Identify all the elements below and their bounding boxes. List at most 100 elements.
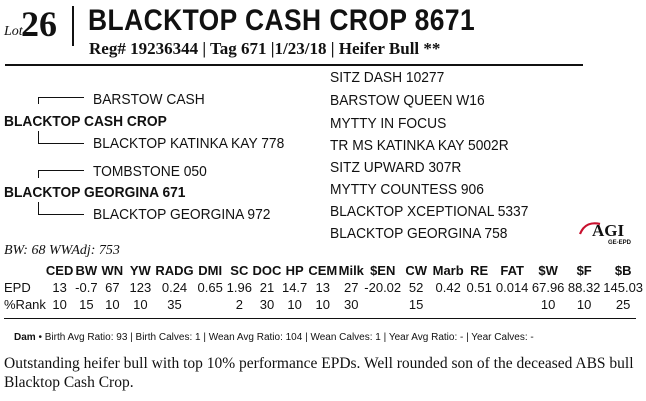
epd-column-header: Milk (338, 263, 364, 278)
epd-cell: 123 (129, 280, 152, 295)
epd-cell: 0.014 (495, 280, 529, 295)
epd-cell: 25 (615, 297, 631, 312)
epd-table: CED BW WN YW RADG DMI SC DOC HP CEM Milk $EN CW Marb R… (4, 262, 643, 313)
epd-cell: 10 (287, 297, 302, 312)
epd-column-header: Marb (432, 263, 464, 278)
epd-cell: 13 (315, 280, 331, 295)
epd-column-header: CEM (308, 263, 338, 278)
pedigree-connector (38, 97, 84, 98)
lot-number: 26 (21, 4, 57, 44)
third-gen-ancestor: MYTTY IN FOCUS (330, 115, 447, 132)
third-gen-ancestor: SITZ DASH 10277 (330, 69, 445, 86)
epd-body: EPD 13 -0.7 67 123 0.24 0.65 1.96 21 14.7 13 27 -20.… (4, 279, 643, 313)
epd-cell: 14.7 (281, 280, 308, 295)
epd-rule (4, 318, 636, 319)
epd-cell: 10 (540, 297, 556, 312)
dam-sire: TOMBSTONE 050 (93, 163, 207, 180)
sire: BLACKTOP CASH CROP (4, 113, 167, 130)
epd-cell: -0.7 (75, 280, 98, 295)
description: Outstanding heifer bull with top 10% per… (4, 355, 634, 391)
epd-column-header: BW (75, 263, 98, 278)
epd-column-header: WN (101, 263, 124, 278)
logo-text: AGI (592, 221, 625, 240)
epd-cell: 0.42 (435, 280, 461, 295)
logo-subtext: GE-EPD (608, 240, 632, 246)
sire-sire: BARSTOW CASH (93, 91, 205, 108)
epd-column-header: SC (230, 263, 249, 278)
pedigree-connector (38, 97, 39, 104)
dam-label: Dam (14, 332, 36, 343)
epd-cell: 21 (259, 280, 275, 295)
epd-cell: 27 (344, 280, 359, 295)
epd-cell: 2 (235, 297, 243, 312)
epd-row: EPD 13 -0.7 67 123 0.24 0.65 1.96 21 14.7 13 27 -20.… (4, 279, 643, 296)
epd-cell: 15 (79, 297, 94, 312)
epd-column-header: FAT (500, 263, 524, 278)
pedigree-connector (38, 202, 39, 214)
epd-cell: 10 (105, 297, 120, 312)
epd-column-header: HP (285, 263, 304, 278)
pedigree-connector (38, 131, 39, 143)
dam-performance-line: Dam • Birth Avg Ratio: 93 | Birth Calves… (14, 332, 534, 343)
epd-cell: 67 (105, 280, 120, 295)
third-gen-ancestor: MYTTY COUNTESS 906 (330, 181, 484, 198)
third-gen-ancestor: BLACKTOP XCEPTIONAL 5337 (330, 203, 529, 220)
header-rule (5, 64, 583, 66)
epd-cell (194, 296, 227, 313)
epd-cell: 15 (408, 297, 424, 312)
dam: BLACKTOP GEORGINA 671 (4, 184, 186, 201)
third-gen-ancestor: TR MS KATINKA KAY 5002R (330, 137, 509, 154)
logo-swoosh (578, 222, 601, 235)
epd-column-header: CW (405, 263, 427, 278)
epd-column-header: $EN (370, 263, 396, 278)
epd-column-header: RE (470, 263, 489, 278)
epd-cell: 10 (133, 297, 148, 312)
epd-cell: 30 (344, 297, 359, 312)
epd-column-header: $F (576, 263, 592, 278)
epd-cell: EPD (4, 280, 31, 295)
epd-cell: 10 (315, 297, 331, 312)
bw-wwadj-line: BW: 68 WWAdj: 753 (4, 243, 120, 258)
epd-column-header: CED (45, 263, 74, 278)
epd-cell: 35 (167, 297, 182, 312)
epd-header-row: CED BW WN YW RADG DMI SC DOC HP CEM Milk $EN CW Marb R… (4, 262, 643, 279)
pedigree-connector (38, 143, 84, 144)
epd-cell: 145.03 (603, 280, 644, 295)
epd-column-header (4, 262, 46, 279)
lot-divider (72, 6, 74, 46)
dam-performance-text: • Birth Avg Ratio: 93 | Birth Calves: 1 … (38, 332, 534, 343)
pedigree-connector (38, 170, 84, 171)
epd-cell: 10 (576, 297, 592, 312)
epd-cell: 67.96 (531, 280, 565, 295)
epd-cell (493, 296, 531, 313)
epd-cell: 52 (408, 280, 424, 295)
epd-cell (364, 296, 401, 313)
epd-cell: %Rank (4, 297, 46, 312)
epd-cell (431, 296, 465, 313)
third-gen-ancestor: BLACKTOP GEORGINA 758 (330, 225, 508, 242)
epd-cell: 0.24 (161, 280, 188, 295)
epd-column-header: DMI (198, 263, 223, 278)
epd-cell (465, 296, 493, 313)
pedigree-connector (38, 170, 39, 178)
lot-prefix: Lot (4, 24, 23, 39)
epd-row: %Rank 10 15 10 10 35 2 30 10 10 30 15 10 10 25 (4, 296, 643, 313)
epd-cell: 88.32 (567, 280, 601, 295)
epd-column-header: $W (538, 263, 558, 278)
epd-cell: 30 (259, 297, 275, 312)
epd-cell: 0.65 (197, 280, 223, 295)
third-gen-ancestor: SITZ UPWARD 307R (330, 159, 462, 176)
epd-column-header: RADG (155, 263, 194, 278)
pedigree-connector (38, 214, 84, 215)
registration-line: Reg# 19236344 | Tag 671 |1/23/18 | Heife… (89, 39, 441, 58)
epd-cell: 1.96 (226, 280, 252, 295)
epd-column-header: YW (129, 263, 151, 278)
animal-title: BLACKTOP CASH CROP 8671 (88, 4, 476, 37)
agi-logo: AGI GE-EPD (578, 221, 632, 246)
epd-column-header: DOC (252, 263, 282, 278)
epd-cell: -20.02 (364, 280, 402, 295)
sire-dam: BLACKTOP KATINKA KAY 778 (93, 135, 285, 152)
epd-column-header: $B (614, 263, 632, 278)
third-gen-ancestor: BARSTOW QUEEN W16 (330, 92, 485, 109)
epd-cell: 10 (52, 297, 67, 312)
